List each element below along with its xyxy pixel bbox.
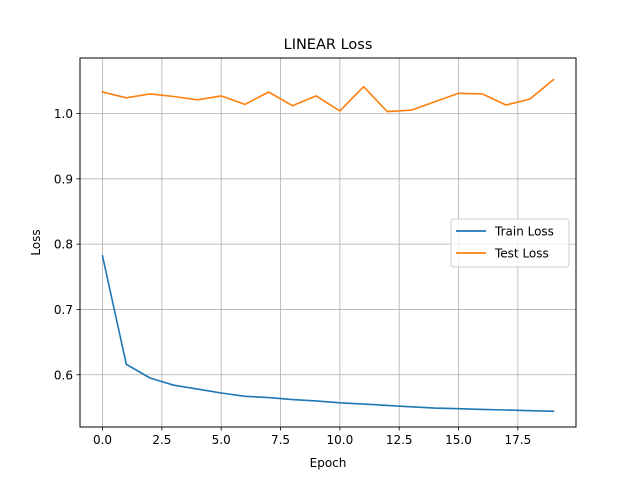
chart-title: LINEAR Loss <box>284 37 373 53</box>
x-tick-label: 12.5 <box>386 433 413 447</box>
test-loss-line <box>101 78 555 113</box>
x-tick-label: 7.5 <box>271 433 290 447</box>
legend-test-label: Test Loss <box>494 247 549 261</box>
x-tick-label: 10.0 <box>327 433 354 447</box>
y-tick-label: 0.9 <box>54 172 73 186</box>
y-axis: 0.6 0.7 0.8 0.9 1.0 <box>54 107 80 382</box>
x-tick-label: 2.5 <box>152 433 171 447</box>
y-tick-label: 0.8 <box>54 238 73 252</box>
x-tick-label: 0.0 <box>93 433 112 447</box>
legend: Train Loss Test Loss <box>450 218 570 268</box>
plot-frame <box>79 57 577 428</box>
y-axis-label: Loss <box>29 229 43 255</box>
train-loss-line <box>101 254 555 413</box>
y-tick-label: 0.6 <box>54 368 73 382</box>
x-axis: 0.0 2.5 5.0 7.5 10.0 12.5 15.0 17.5 <box>93 427 531 447</box>
x-axis-label: Epoch <box>310 456 347 470</box>
x-tick-label: 15.0 <box>445 433 472 447</box>
legend-train-label: Train Loss <box>494 225 554 239</box>
x-tick-label: 17.5 <box>504 433 531 447</box>
x-tick-label: 5.0 <box>212 433 231 447</box>
y-tick-label: 1.0 <box>54 107 73 121</box>
series-lines <box>101 78 555 413</box>
y-tick-label: 0.7 <box>54 303 73 317</box>
